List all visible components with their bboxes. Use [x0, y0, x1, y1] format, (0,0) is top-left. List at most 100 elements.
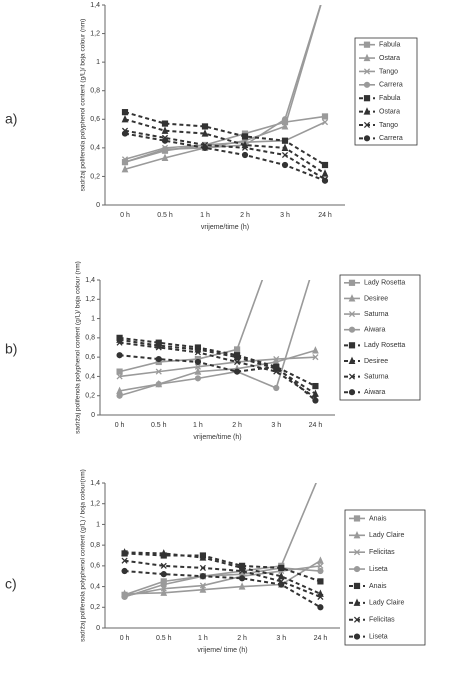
y-tick-label: 0,4 [90, 145, 100, 152]
y-tick-label: 0 [91, 412, 95, 419]
marker [321, 113, 329, 120]
marker [194, 375, 202, 382]
x-tick-label: 3 h [280, 212, 290, 219]
legend-marker [363, 53, 371, 62]
marker [160, 562, 167, 569]
x-tick-label: 24 h [318, 212, 332, 219]
series-line [119, 280, 311, 397]
marker [121, 130, 129, 137]
x-tick-label: 0 h [120, 635, 130, 642]
legend-label: Saturna [364, 311, 389, 318]
legend-marker [353, 598, 361, 606]
series-line [124, 570, 321, 609]
legend-marker [348, 356, 356, 365]
marker [194, 367, 202, 375]
marker [312, 389, 319, 397]
series-line [124, 115, 326, 163]
marker [321, 119, 329, 126]
legend-marker [348, 326, 356, 333]
legend-marker [363, 121, 371, 128]
marker [160, 588, 168, 596]
legend-marker [363, 68, 371, 75]
series-line [124, 111, 326, 166]
y-tick-label: 1,2 [85, 296, 95, 303]
marker [241, 133, 249, 140]
legend-box [344, 509, 426, 646]
marker [238, 575, 246, 582]
y-tick-label: 1,2 [90, 30, 100, 37]
marker [199, 582, 206, 589]
x-tick-label: 2 h [232, 422, 242, 429]
legend-marker [353, 582, 361, 590]
y-tick-label: 0 [96, 625, 100, 632]
marker [155, 368, 162, 375]
marker [312, 346, 319, 354]
marker [281, 143, 289, 151]
x-tick-label: 24 h [309, 422, 323, 429]
legend-marker [363, 135, 371, 142]
plot-area [116, 239, 319, 404]
marker [160, 549, 168, 557]
y-tick-label: 0,8 [90, 88, 100, 95]
marker [161, 146, 169, 153]
legend-label: Liseta [369, 633, 388, 640]
x-tick-label: 3 h [271, 422, 281, 429]
marker [233, 368, 241, 375]
marker [281, 137, 289, 144]
x-axis-label: vrijeme/time (h) [201, 224, 249, 231]
y-tick-label: 1,4 [90, 2, 100, 9]
y-tick-label: 1 [96, 59, 100, 66]
series-line [124, 551, 321, 595]
marker [121, 114, 129, 123]
marker [274, 239, 279, 244]
x-tick-label: 0 h [120, 212, 130, 219]
marker [160, 571, 167, 578]
legend-label: Tango [379, 68, 398, 75]
marker [278, 581, 285, 588]
x-tick-label: 0 h [115, 422, 125, 429]
series-line [124, 483, 317, 596]
legend-marker [348, 279, 356, 286]
y-tick-label: 0,2 [90, 173, 100, 180]
marker [161, 137, 169, 144]
legend-marker [348, 373, 356, 380]
legend-label: Felicitas [369, 617, 395, 624]
marker [317, 578, 324, 585]
marker [273, 356, 280, 363]
marker [241, 151, 249, 159]
y-tick-label: 0,4 [90, 583, 100, 590]
marker [194, 358, 202, 366]
legend-label: Desiree [364, 358, 388, 365]
legend-box [339, 274, 421, 401]
x-tick-label: 0.5 h [156, 635, 172, 642]
marker [234, 358, 241, 366]
y-tick-label: 1 [91, 315, 95, 322]
x-tick-label: 2 h [237, 635, 247, 642]
marker [116, 392, 123, 399]
legend-label: Carrera [379, 82, 403, 89]
legend-marker [348, 294, 356, 302]
legend-label: Fabula [379, 42, 401, 49]
series-line [124, 567, 321, 598]
x-axis-label: vrijeme/ time (h) [197, 647, 247, 654]
marker [317, 604, 324, 611]
y-tick-label: 0,8 [90, 542, 100, 549]
y-tick-label: 1,4 [90, 480, 100, 487]
legend-label: Desiree [364, 295, 388, 302]
legend-marker [353, 515, 361, 522]
marker [273, 384, 280, 392]
marker [199, 573, 207, 580]
marker [121, 164, 129, 173]
marker [194, 363, 201, 370]
marker [116, 339, 123, 346]
legend-marker [353, 531, 361, 539]
x-tick-label: 1 h [198, 635, 208, 642]
legend-label: Anais [369, 583, 387, 590]
marker [238, 582, 246, 590]
marker [199, 585, 207, 593]
series-line [124, 5, 322, 163]
marker [233, 346, 241, 353]
series-line [124, 118, 326, 175]
x-tick-label: 0.5 h [151, 422, 167, 429]
